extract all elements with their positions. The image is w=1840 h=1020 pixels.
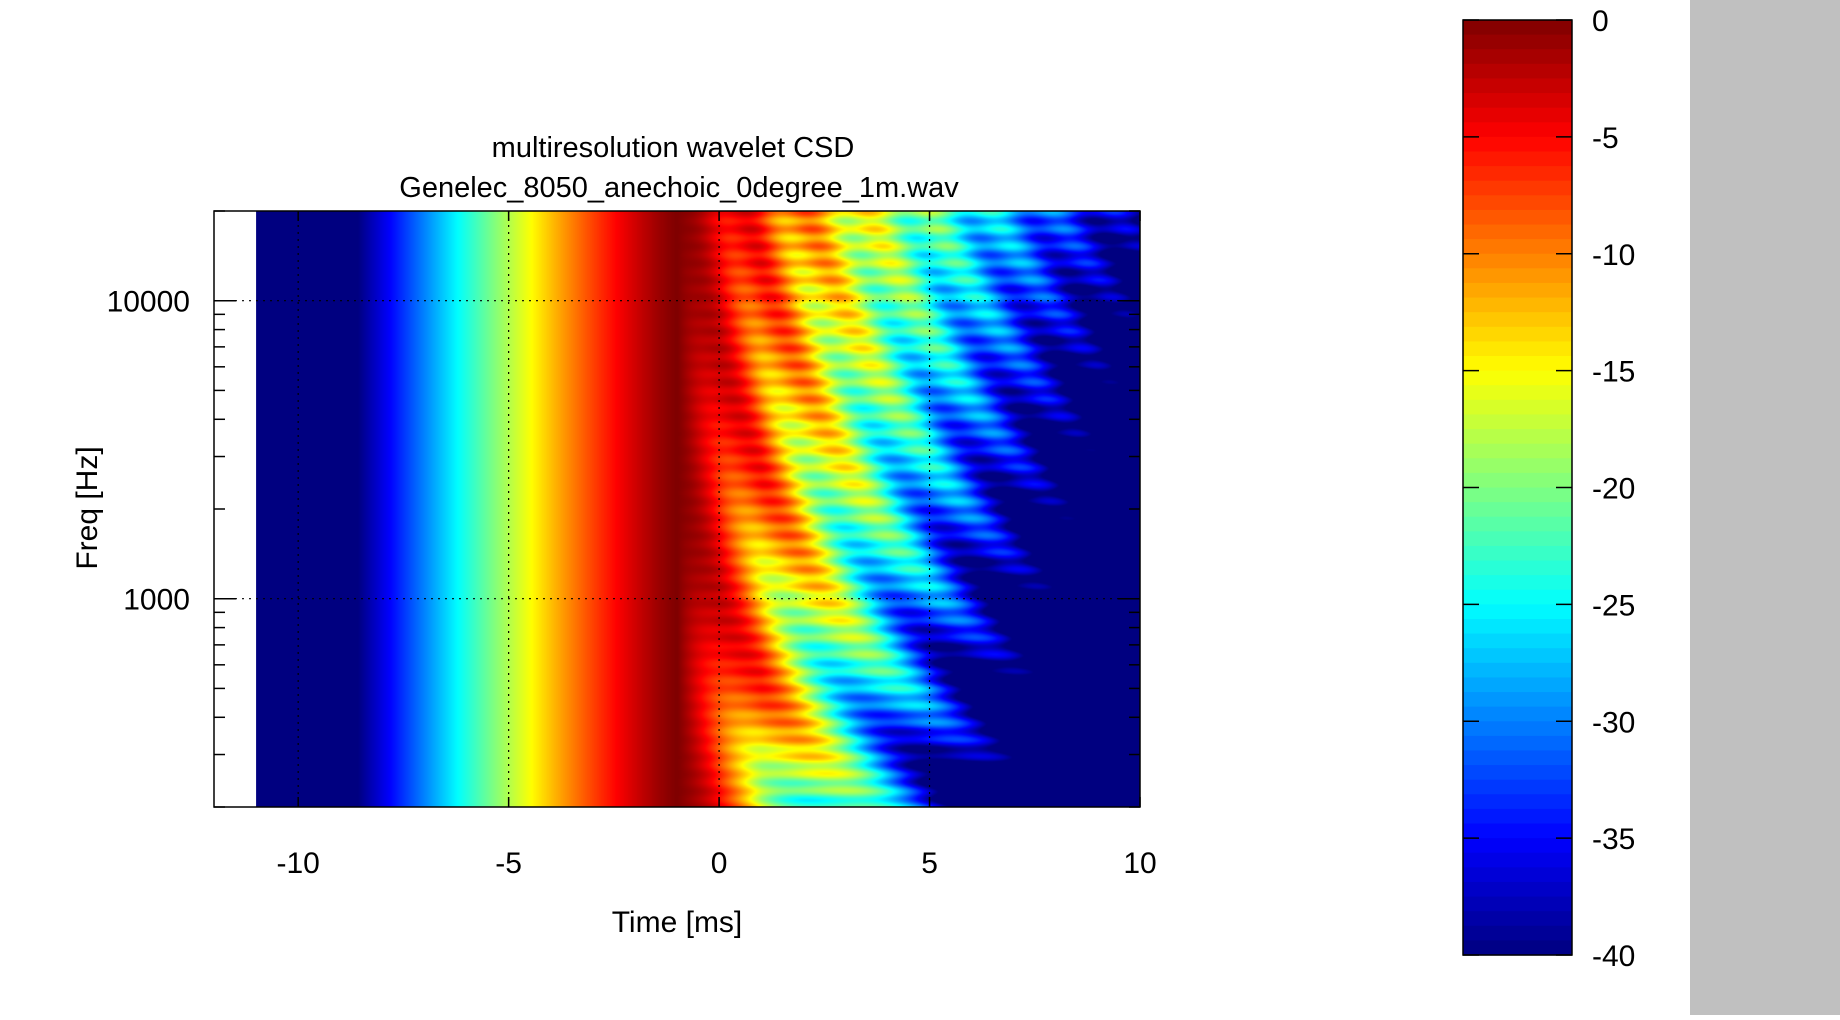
colorbar-swatch bbox=[1463, 356, 1572, 372]
x-tick-label: -5 bbox=[495, 847, 522, 880]
heatmap-image bbox=[256, 211, 1140, 807]
colorbar-swatch bbox=[1463, 297, 1572, 313]
colorbar-swatch bbox=[1463, 692, 1572, 708]
colorbar-swatch bbox=[1463, 838, 1572, 854]
colorbar-swatch bbox=[1463, 122, 1572, 138]
colorbar-swatch bbox=[1463, 662, 1572, 679]
colorbar-swatch bbox=[1463, 472, 1572, 489]
colorbar-swatch bbox=[1463, 326, 1572, 343]
colorbar-swatch bbox=[1463, 925, 1572, 941]
colorbar-swatch bbox=[1463, 648, 1572, 664]
colorbar-swatch bbox=[1463, 531, 1572, 547]
colorbar-swatch bbox=[1463, 63, 1572, 80]
colorbar-tick-label: -40 bbox=[1592, 940, 1635, 973]
colorbar-tick-label: -5 bbox=[1592, 122, 1619, 155]
x-tick-label: 5 bbox=[921, 847, 938, 880]
colorbar-swatch bbox=[1463, 136, 1572, 153]
colorbar-swatch bbox=[1463, 341, 1572, 357]
colorbar-swatch bbox=[1463, 443, 1572, 459]
colorbar-swatch bbox=[1463, 502, 1572, 518]
colorbar-tick-label: -10 bbox=[1592, 239, 1635, 272]
colorbar-swatch bbox=[1463, 765, 1572, 781]
colorbar-swatch bbox=[1463, 589, 1572, 605]
colorbar-swatch bbox=[1463, 34, 1572, 50]
colorbar-swatch bbox=[1463, 575, 1572, 591]
y-tick-label: 10000 bbox=[107, 286, 190, 319]
colorbar-swatch bbox=[1463, 268, 1572, 284]
colorbar-swatch bbox=[1463, 414, 1572, 430]
colorbar-swatch bbox=[1463, 794, 1572, 810]
colorbar-swatch bbox=[1463, 20, 1572, 36]
colorbar-swatch bbox=[1463, 721, 1572, 737]
plot-area: -10 -5 0 5 10 1000 10000 bbox=[107, 210, 1157, 880]
colorbar-swatch bbox=[1463, 458, 1572, 474]
colorbar-swatch bbox=[1463, 151, 1572, 167]
colorbar-tick-label: -30 bbox=[1592, 706, 1635, 739]
colorbar-swatch bbox=[1463, 677, 1572, 693]
colorbar-swatch bbox=[1463, 195, 1572, 211]
y-axis-label: Freq [Hz] bbox=[71, 446, 104, 569]
colorbar-swatch bbox=[1463, 706, 1572, 722]
x-tick-label: 10 bbox=[1123, 847, 1156, 880]
x-axis-label: Time [ms] bbox=[612, 906, 743, 939]
colorbar-swatch bbox=[1463, 735, 1572, 752]
y-tick-label: 1000 bbox=[123, 584, 190, 617]
colorbar-swatch bbox=[1463, 896, 1572, 912]
colorbar-swatch bbox=[1463, 940, 1572, 956]
colorbar-swatch bbox=[1463, 107, 1572, 123]
colorbar-swatch bbox=[1463, 487, 1572, 503]
colorbar-swatch bbox=[1463, 253, 1572, 269]
colorbar-tick-label: -20 bbox=[1592, 473, 1635, 506]
colorbar-swatch bbox=[1463, 49, 1572, 65]
colorbar-swatch bbox=[1463, 180, 1572, 196]
colorbar-swatch bbox=[1463, 545, 1572, 562]
colorbar-swatch bbox=[1463, 779, 1572, 795]
colorbar-swatch bbox=[1463, 604, 1572, 620]
colorbar-swatch bbox=[1463, 385, 1572, 401]
x-tick-label: 0 bbox=[711, 847, 728, 880]
colorbar-swatch bbox=[1463, 399, 1572, 416]
colorbar-swatch bbox=[1463, 312, 1572, 328]
colorbar-swatch bbox=[1463, 808, 1572, 825]
colorbar-swatch bbox=[1463, 852, 1572, 868]
colorbar-swatch bbox=[1463, 370, 1572, 386]
colorbar-swatch bbox=[1463, 823, 1572, 839]
chart-labels: multiresolution wavelet CSD Genelec_8050… bbox=[71, 132, 959, 939]
colorbar-tick-label: -15 bbox=[1592, 356, 1635, 389]
colorbar: 0 -5 -10 -15 -20 -25 -30 -35 -40 bbox=[1462, 5, 1635, 973]
colorbar-swatch bbox=[1463, 209, 1572, 226]
colorbar-swatch bbox=[1463, 867, 1572, 883]
colorbar-tick-label: 0 bbox=[1592, 5, 1609, 38]
colorbar-swatch bbox=[1463, 750, 1572, 766]
colorbar-swatch bbox=[1463, 224, 1572, 240]
colorbar-swatch bbox=[1463, 282, 1572, 299]
chart-subtitle: Genelec_8050_anechoic_0degree_1m.wav bbox=[399, 172, 959, 204]
colorbar-swatch bbox=[1463, 78, 1572, 94]
colorbar-swatch bbox=[1463, 516, 1572, 532]
side-panel bbox=[1690, 0, 1840, 1015]
colorbar-swatch bbox=[1463, 239, 1572, 255]
chart-title: multiresolution wavelet CSD bbox=[492, 132, 855, 164]
colorbar-swatch bbox=[1463, 633, 1572, 649]
colorbar-tick-label: -25 bbox=[1592, 589, 1635, 622]
colorbar-swatch bbox=[1463, 618, 1572, 635]
colorbar-swatch bbox=[1463, 560, 1572, 576]
colorbar-swatch bbox=[1463, 911, 1572, 927]
colorbar-swatch bbox=[1463, 166, 1572, 182]
colorbar-swatch bbox=[1463, 881, 1572, 898]
colorbar-swatch bbox=[1463, 429, 1572, 445]
x-tick-label: -10 bbox=[277, 847, 320, 880]
colorbar-tick-label: -35 bbox=[1592, 823, 1635, 856]
colorbar-swatch bbox=[1463, 93, 1572, 109]
